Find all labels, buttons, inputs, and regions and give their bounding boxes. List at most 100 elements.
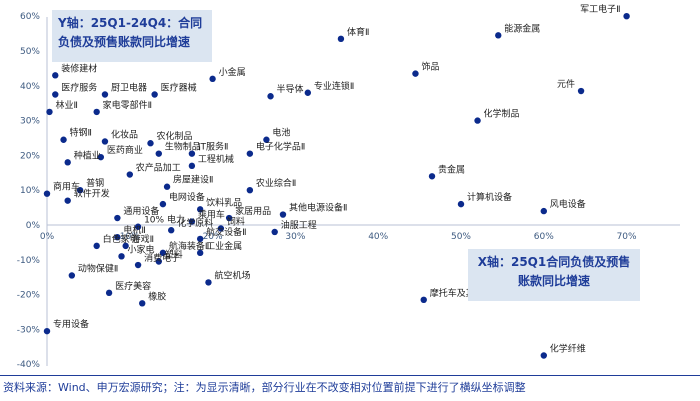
data-point-label: 航交设备Ⅱ bbox=[206, 226, 246, 238]
data-point-label: 游戏Ⅱ bbox=[132, 233, 154, 245]
data-point bbox=[246, 150, 254, 157]
data-point bbox=[196, 206, 204, 213]
data-point-label: 专业连锁Ⅱ bbox=[314, 80, 354, 92]
data-point bbox=[139, 300, 146, 307]
data-point bbox=[105, 289, 113, 297]
data-point-label: 航空机场 bbox=[214, 269, 250, 281]
data-point-label: 贵金属 bbox=[438, 163, 465, 175]
data-point bbox=[93, 242, 100, 250]
data-point-label: 农产品加工 bbox=[136, 162, 181, 174]
data-point-label: 医疗器械 bbox=[161, 82, 197, 94]
y-tick-label: 10% bbox=[20, 186, 40, 196]
data-point bbox=[155, 150, 162, 157]
data-point-label: 农业综合Ⅱ bbox=[256, 177, 296, 189]
data-point bbox=[52, 91, 59, 98]
data-point bbox=[122, 242, 129, 250]
data-point bbox=[155, 258, 162, 265]
x-tick-label: 10% bbox=[120, 232, 140, 242]
data-point-label: 军工电子Ⅱ bbox=[580, 3, 620, 15]
data-point-label: 航海装备Ⅱ bbox=[169, 240, 209, 252]
data-point-label: 化妆品 bbox=[111, 128, 138, 140]
data-point-label: 动物保健Ⅱ bbox=[78, 262, 118, 274]
data-point-label: 工程机械 bbox=[198, 153, 234, 165]
data-point bbox=[457, 200, 465, 208]
data-point-label: 塑料 bbox=[165, 249, 183, 261]
data-point-label: 计算机设备 bbox=[467, 191, 512, 203]
y-tick-label: -10% bbox=[17, 256, 41, 266]
data-point bbox=[540, 352, 547, 359]
data-point bbox=[64, 197, 71, 204]
point-labels: 军工电子Ⅱ能源金属体育Ⅱ饰品元件小金属专业连锁Ⅱ半导体装修建材医疗服务 厨卫电器医… bbox=[53, 3, 621, 354]
data-point bbox=[114, 214, 121, 222]
data-point-label: 饰品 bbox=[421, 61, 439, 73]
data-point-label: 房屋建设Ⅱ bbox=[173, 174, 213, 186]
data-point bbox=[188, 162, 196, 170]
data-point-label: 医药商业 bbox=[107, 144, 143, 156]
data-point bbox=[168, 227, 175, 234]
data-point bbox=[114, 233, 121, 241]
data-point bbox=[118, 253, 125, 260]
data-point bbox=[134, 223, 142, 230]
data-point bbox=[52, 72, 59, 79]
data-point bbox=[420, 296, 427, 304]
data-point bbox=[196, 235, 204, 243]
data-point-label: 橡胶 bbox=[148, 290, 166, 302]
data-point-label: 商用车 bbox=[53, 181, 80, 193]
data-point bbox=[159, 249, 167, 257]
data-point bbox=[337, 35, 345, 43]
data-point-label: 普钢 bbox=[86, 177, 104, 189]
x-tick-label: 20% bbox=[203, 232, 223, 242]
data-point bbox=[76, 187, 84, 194]
y-tick-label: 0% bbox=[26, 221, 41, 231]
data-point-label: 电池 bbox=[272, 127, 290, 139]
data-point bbox=[163, 183, 171, 190]
data-point bbox=[304, 89, 312, 96]
y-tick-label: -30% bbox=[17, 325, 41, 335]
data-point-label: 风电设备 bbox=[550, 198, 586, 210]
y-tick-label: 30% bbox=[20, 117, 40, 127]
data-point-label: 电子化学品Ⅱ bbox=[256, 141, 305, 153]
data-point bbox=[101, 138, 109, 145]
axes: 0% 10% 20% 30% 40% 50% 60% 70% -40% -30% -20% -10% 0… bbox=[17, 12, 680, 370]
data-point bbox=[43, 327, 51, 335]
data-point-label: 化学原料 bbox=[177, 217, 213, 229]
data-point bbox=[623, 13, 630, 20]
data-point-label: 家居用品 bbox=[235, 205, 271, 217]
data-point-label: 专用设备 bbox=[53, 318, 89, 330]
data-point bbox=[540, 207, 547, 215]
data-point-label: 体育Ⅱ bbox=[347, 26, 369, 38]
data-point bbox=[134, 261, 142, 269]
x-tick-label: 50% bbox=[451, 232, 471, 242]
data-point-label: 小家电 bbox=[128, 243, 155, 255]
data-point-label: 特钢Ⅱ bbox=[70, 127, 92, 139]
data-point-label: 其他电源设备Ⅱ bbox=[289, 202, 347, 214]
data-point bbox=[267, 93, 274, 100]
data-point-label: 厨卫电器 bbox=[111, 82, 147, 94]
x-tick-label: 60% bbox=[534, 232, 554, 242]
data-point bbox=[225, 214, 233, 222]
data-point-label: 软件开发 bbox=[74, 188, 110, 200]
data-point-label: 种植业 bbox=[74, 149, 101, 161]
data-point-label: 化学制品 bbox=[484, 108, 520, 120]
data-point-label: 元件 bbox=[557, 78, 575, 90]
data-point bbox=[474, 117, 481, 124]
data-point bbox=[101, 91, 109, 98]
y-tick-label: -40% bbox=[17, 360, 41, 370]
data-point-label: 油服工程 bbox=[281, 219, 317, 231]
data-point-label: 电机Ⅱ bbox=[123, 224, 145, 236]
data-point bbox=[188, 218, 196, 225]
data-point-label: 医疗服务 bbox=[61, 82, 97, 94]
data-point-label: 饲料 bbox=[227, 215, 245, 227]
data-point bbox=[147, 140, 154, 147]
y-tick-label: 20% bbox=[20, 151, 40, 161]
data-point-label: 电网设备 bbox=[169, 191, 205, 203]
data-point bbox=[196, 249, 204, 257]
data-point bbox=[151, 91, 158, 98]
data-point-label: 农化制品 bbox=[157, 130, 193, 142]
data-point bbox=[46, 108, 53, 116]
data-point-label: 生物制品 bbox=[165, 141, 201, 153]
data-point bbox=[43, 190, 51, 197]
data-point bbox=[188, 150, 196, 157]
data-point bbox=[93, 108, 100, 116]
data-point bbox=[263, 136, 270, 143]
